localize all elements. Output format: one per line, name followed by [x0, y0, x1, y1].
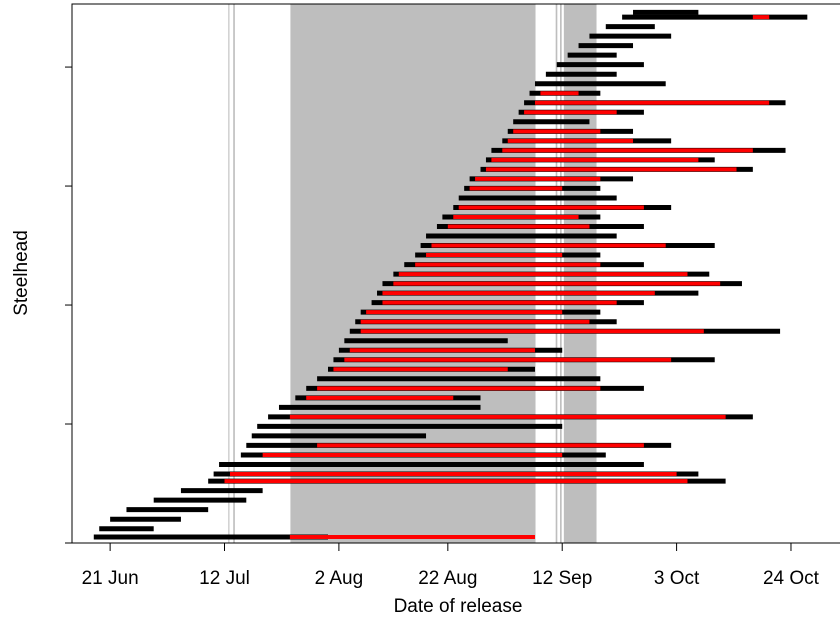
x-tick-label: 2 Aug — [315, 568, 364, 589]
x-tick-label: 3 Oct — [654, 568, 700, 589]
x-tick-label: 24 Oct — [763, 568, 820, 589]
shaded-period — [228, 4, 230, 543]
x-tick-label: 12 Jul — [199, 568, 250, 589]
x-tick-label: 21 Jun — [82, 568, 139, 589]
y-axis-label: Steelhead — [11, 230, 32, 316]
shaded-period — [233, 4, 235, 543]
plot-frame — [71, 3, 840, 544]
x-axis-label: Date of release — [394, 596, 523, 617]
x-tick-label: 12 Sep — [532, 568, 592, 589]
x-tick-label: 22 Aug — [418, 568, 477, 589]
